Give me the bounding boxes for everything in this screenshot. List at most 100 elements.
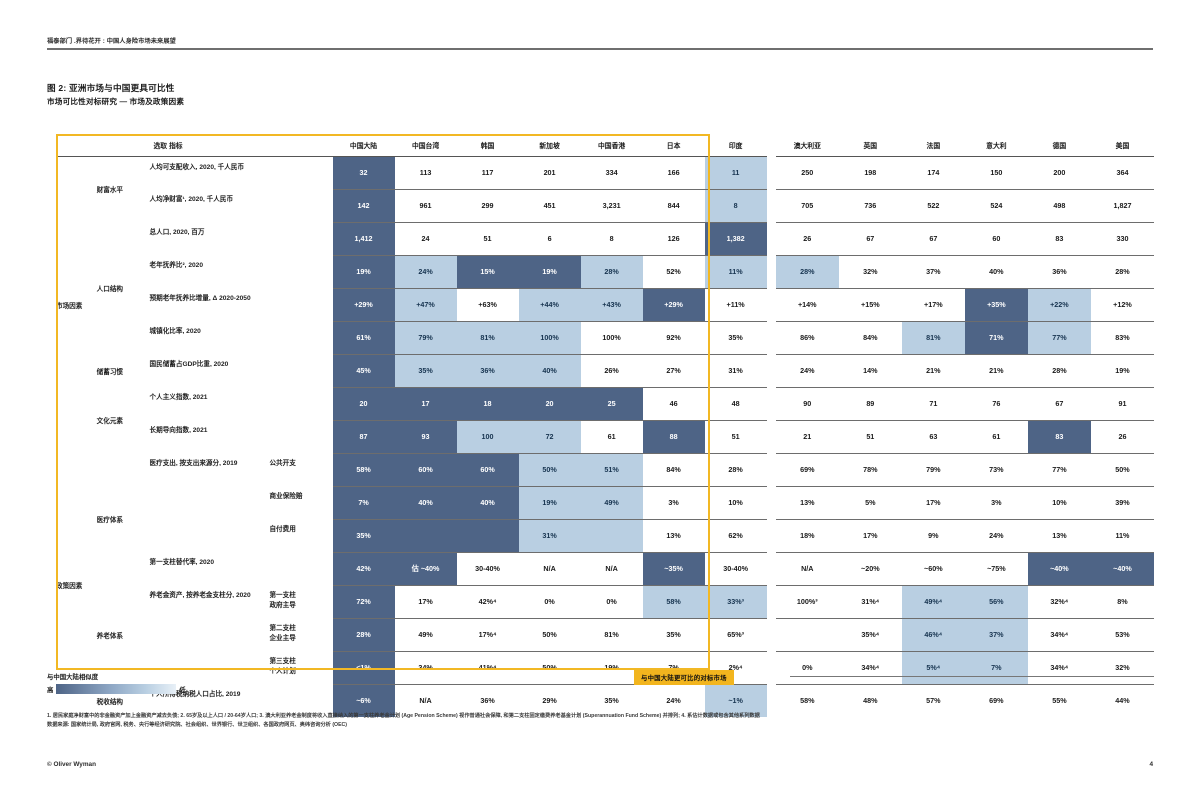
indicator-label: 预期老年抚养比增量, Δ 2020-2050 (149, 295, 251, 302)
value-cell-west: 35%⁴ (838, 617, 902, 651)
value-cell-asia (580, 518, 643, 552)
value-cell-asia: 28% (704, 452, 767, 486)
value-cell-asia: 299 (456, 188, 519, 222)
legend-title: 与中国大陆相似度 (47, 674, 99, 681)
value-cell-west: 250 (775, 155, 839, 189)
value-cell-west: 100%³ (775, 584, 839, 618)
header-market-west-3: 意大利 (964, 134, 1028, 157)
value-cell-asia: 35% (704, 320, 767, 354)
column-gap (766, 156, 776, 189)
value-cell-west: 26 (1090, 419, 1154, 453)
value-cell-west: 5%⁴ (901, 650, 965, 684)
value-cell-west: 32%⁴ (1027, 584, 1091, 618)
value-cell-asia: 15% (456, 254, 519, 288)
header-market-west-4: 德国 (1027, 134, 1091, 157)
value-cell-west: +12% (1090, 287, 1154, 321)
indicator-label: 养老金资产, 按养老金支柱分, 2020 (149, 592, 251, 599)
value-cell-west: 50% (1090, 452, 1154, 486)
column-gap (766, 651, 776, 684)
value-cell-west: 90 (775, 386, 839, 420)
header-market-west-1: 英国 (838, 134, 902, 157)
value-cell-asia: +29% (332, 287, 395, 321)
footnotes: 1. 居民家庭净财富中的非金融资产加上金融资产减去负债; 2. 65岁及以上人口… (47, 712, 1153, 730)
value-cell-west: 150 (964, 155, 1028, 189)
column-gap (766, 684, 776, 717)
value-cell-asia: +44% (518, 287, 581, 321)
value-cell-asia: +11% (704, 287, 767, 321)
value-cell-asia: 126 (642, 221, 705, 255)
value-cell-asia: 35% (642, 617, 705, 651)
legend-low-label: 低 (179, 686, 186, 694)
indicator-sublabel (269, 156, 332, 189)
value-cell-asia: 201 (518, 155, 581, 189)
column-gap (766, 618, 776, 651)
value-cell-asia: 84% (642, 452, 705, 486)
value-cell-west: 28% (1027, 353, 1091, 387)
value-cell-west: 57% (901, 683, 965, 717)
value-cell-asia: 2%⁴ (704, 650, 767, 684)
value-cell-west: +35% (964, 287, 1028, 321)
value-cell-west: 34%⁴ (838, 650, 902, 684)
value-cell-asia: 51% (580, 452, 643, 486)
column-gap (766, 486, 776, 519)
value-cell-west: 705 (775, 188, 839, 222)
indicator-sublabel (269, 189, 332, 222)
matrix-data-row: 自付费用 35% 31% 13% 62% 18% 17% 9% 24% 13% 11% (56, 518, 1154, 552)
value-cell-asia: 35% (580, 683, 643, 717)
value-cell-asia: 31% (518, 518, 581, 552)
value-cell-asia: +43% (580, 287, 643, 321)
value-cell-west: 21% (964, 353, 1028, 387)
value-cell-west: 8% (1090, 584, 1154, 618)
value-cell-west: 0% (775, 650, 839, 684)
value-cell-asia: 92% (642, 320, 705, 354)
subgroup-label: 税收结构 (96, 698, 124, 706)
group-label: 政策因素 (56, 583, 83, 590)
value-cell-west: 18% (775, 518, 839, 552)
matrix-data-row: 储蓄习惯 国民储蓄占GDP比重, 2020 45% 35% 36% 40% 26% 27% 31… (56, 353, 1154, 387)
value-cell-asia (456, 518, 519, 552)
value-cell-asia: 11% (704, 254, 767, 288)
value-cell-asia: 18 (456, 386, 519, 420)
value-cell-west: 77% (1027, 320, 1091, 354)
header-indicator: 选取 指标 (149, 134, 333, 157)
header-market-asia-0: 中国大陆 (332, 134, 395, 157)
value-cell-west: 14% (838, 353, 902, 387)
value-cell-west: 198 (838, 155, 902, 189)
value-cell-west: 1,827 (1090, 188, 1154, 222)
value-cell-west: 32% (838, 254, 902, 288)
value-cell-asia: 35% (332, 518, 395, 552)
value-cell-asia: 50% (518, 617, 581, 651)
column-gap (766, 321, 776, 354)
value-cell-asia: 17 (394, 386, 457, 420)
header-rule (47, 48, 1153, 50)
value-cell-west: 73% (964, 452, 1028, 486)
value-cell-west: 67 (1027, 386, 1091, 420)
value-cell-west: 49%⁴ (901, 584, 965, 618)
value-cell-west: 3% (964, 485, 1028, 519)
value-cell-asia: 6 (518, 221, 581, 255)
value-cell-asia: 1,412 (332, 221, 395, 255)
subgroup-label: 储蓄习惯 (96, 368, 124, 376)
value-cell-asia: 72% (332, 584, 395, 618)
value-cell-asia: 17%⁴ (456, 617, 519, 651)
value-cell-asia: 29% (518, 683, 581, 717)
value-cell-west: 67 (901, 221, 965, 255)
value-cell-asia: 42% (332, 551, 395, 585)
value-cell-west: 26 (775, 221, 839, 255)
value-cell-asia: 93 (394, 419, 457, 453)
value-cell-west: 330 (1090, 221, 1154, 255)
value-cell-west: ~60% (901, 551, 965, 585)
indicator-sublabel: 第二支柱 企业主导 (269, 625, 296, 642)
value-cell-asia: ~6% (332, 683, 395, 717)
value-cell-west: ~40% (1090, 551, 1154, 585)
value-cell-west: 48% (838, 683, 902, 717)
value-cell-west: ~40% (1027, 551, 1091, 585)
value-cell-asia: 8 (704, 188, 767, 222)
header-market-asia-6: 印度 (704, 134, 767, 157)
value-cell-west: 56% (964, 584, 1028, 618)
value-cell-west: 24% (964, 518, 1028, 552)
value-cell-west: 9% (901, 518, 965, 552)
value-cell-asia: 33%³ (704, 584, 767, 618)
value-cell-asia (394, 518, 457, 552)
indicator-label: 医疗支出, 按支出来源分, 2019 (149, 460, 238, 467)
